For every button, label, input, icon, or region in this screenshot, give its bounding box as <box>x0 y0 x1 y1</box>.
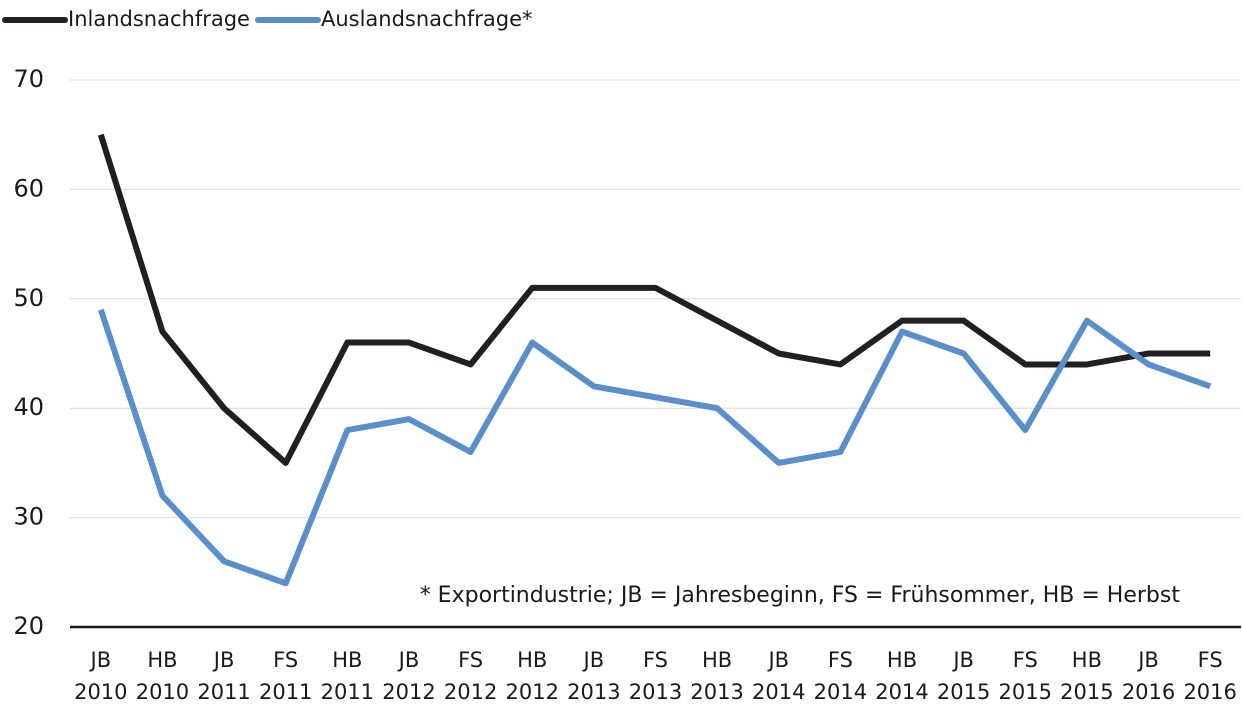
y-tick-label: 60 <box>13 174 44 202</box>
x-tick-label: HB 2010 <box>135 648 190 704</box>
legend-label: Inlandsnachfrage <box>68 7 250 31</box>
x-tick-label: JB 2015 <box>936 648 991 704</box>
x-tick-label: HB 2015 <box>1060 648 1114 704</box>
x-tick-label: FS 2016 <box>1183 648 1237 704</box>
x-tick-label: FS 2012 <box>443 648 498 704</box>
x-tick-label: FS 2013 <box>628 648 683 704</box>
x-tick-label: HB 2013 <box>690 648 744 704</box>
x-tick-label: FS 2015 <box>998 648 1052 704</box>
x-tick-label: HB 2014 <box>875 648 929 704</box>
x-tick-label: HB 2011 <box>320 648 375 704</box>
y-tick-label: 40 <box>13 393 44 421</box>
x-tick-label: FS 2011 <box>258 648 313 704</box>
y-tick-label: 70 <box>13 65 44 93</box>
x-tick-label: JB 2010 <box>74 648 128 704</box>
y-tick-label: 20 <box>13 612 44 640</box>
line-series <box>97 133 1211 466</box>
x-tick-label: JB 2016 <box>1121 648 1176 704</box>
x-tick-label: JB 2012 <box>382 648 436 704</box>
x-tick-label: JB 2014 <box>752 648 806 704</box>
x-tick-label: HB 2012 <box>505 648 559 704</box>
y-tick-label: 30 <box>13 503 44 531</box>
y-tick-label: 50 <box>13 284 44 312</box>
line-series <box>97 308 1212 587</box>
x-tick-label: JB 2013 <box>567 648 621 704</box>
annotation: * Exportindustrie; JB = Jahresbeginn, FS… <box>420 583 1181 608</box>
x-tick-label: FS 2014 <box>813 648 868 704</box>
legend-label: Auslandsnachfrage* <box>321 7 533 31</box>
x-tick-label: JB 2011 <box>197 648 251 704</box>
